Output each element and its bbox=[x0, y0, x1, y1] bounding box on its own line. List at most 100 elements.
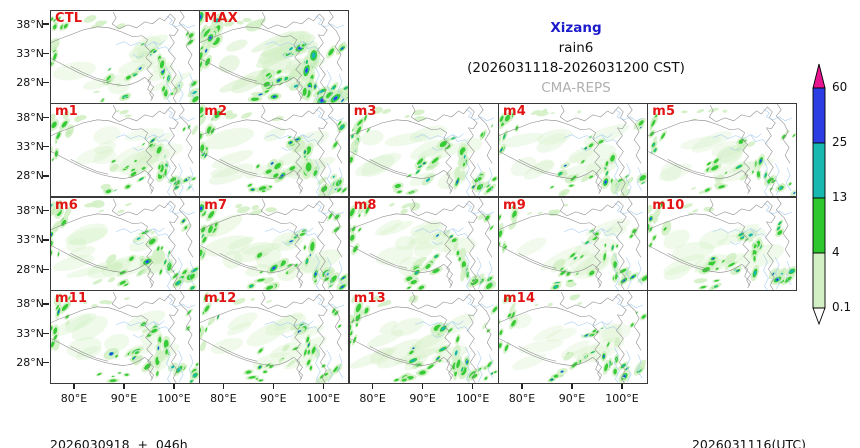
x-axis-label: 100°E bbox=[455, 391, 490, 405]
map-panel: m3 bbox=[348, 103, 499, 198]
panel-label: m13 bbox=[353, 291, 386, 306]
y-axis-tick bbox=[43, 209, 49, 212]
colorbar-segment-25-13 bbox=[812, 142, 826, 199]
panel-label: m5 bbox=[652, 104, 676, 120]
figure-title: Xizang rain6 (2026031118-2026031200 CST)… bbox=[430, 18, 722, 98]
map-panel: m13 bbox=[348, 290, 499, 384]
tibet-map bbox=[200, 197, 349, 290]
variable-title: rain6 bbox=[558, 40, 594, 56]
x-axis-label: 80°E bbox=[508, 391, 536, 405]
panel-label: MAX bbox=[204, 11, 238, 26]
valid-time-block: 2026031116(UTC) 2026031200(CST) bbox=[692, 410, 806, 448]
y-axis-tick bbox=[43, 332, 49, 335]
tibet-map bbox=[349, 291, 498, 383]
y-axis-label: 33°N bbox=[16, 46, 44, 60]
y-axis-tick bbox=[43, 175, 49, 177]
y-axis-tick bbox=[43, 268, 49, 270]
y-axis-label: 38°N bbox=[16, 110, 44, 124]
map-panel: MAX bbox=[199, 10, 350, 104]
y-axis-label: 28°N bbox=[16, 356, 44, 370]
tibet-map bbox=[499, 291, 647, 383]
x-axis-tick bbox=[471, 383, 474, 389]
colorbar-under-arrow bbox=[812, 307, 826, 326]
x-axis-label: 90°E bbox=[409, 391, 436, 405]
y-axis-tick bbox=[43, 239, 49, 241]
y-axis-label: 28°N bbox=[16, 262, 44, 276]
panel-label: m9 bbox=[503, 197, 526, 213]
panel-label: m1 bbox=[55, 104, 78, 120]
y-axis-tick bbox=[43, 361, 49, 364]
panel-label: m3 bbox=[353, 104, 377, 120]
model-name: CMA-REPS bbox=[541, 80, 611, 96]
panel-label: m7 bbox=[204, 197, 228, 213]
colorbar-tick-60: 60 bbox=[832, 80, 848, 94]
x-axis-tick bbox=[621, 383, 623, 389]
map-panel: m10 bbox=[647, 196, 798, 291]
map-panel: m7 bbox=[199, 196, 350, 291]
panel-label: m12 bbox=[204, 291, 237, 306]
x-axis-label: 80°E bbox=[210, 391, 237, 405]
x-axis-tick bbox=[322, 383, 325, 389]
panel-label: m4 bbox=[503, 104, 526, 120]
panel-label: m10 bbox=[652, 197, 685, 213]
map-panel: m5 bbox=[647, 103, 798, 198]
colorbar-tick-13: 13 bbox=[832, 190, 848, 204]
x-axis-tick bbox=[123, 383, 125, 389]
x-axis-label: 80°E bbox=[60, 391, 88, 405]
x-axis-tick bbox=[173, 383, 175, 389]
x-axis-label: 90°E bbox=[110, 391, 138, 405]
map-panel: m11 bbox=[50, 290, 200, 384]
y-axis-tick bbox=[43, 23, 49, 25]
panel-label: CTL bbox=[55, 11, 83, 26]
tibet-map bbox=[499, 197, 647, 290]
tibet-map bbox=[499, 104, 647, 197]
colorbar-segment-60-25 bbox=[812, 87, 826, 144]
tibet-map bbox=[51, 104, 198, 197]
x-axis-tick bbox=[272, 383, 275, 389]
y-axis-tick bbox=[43, 52, 49, 55]
x-axis-label: 100°E bbox=[306, 391, 341, 405]
colorbar-tick-4: 4 bbox=[832, 245, 840, 259]
map-panel: m9 bbox=[498, 196, 648, 291]
colorbar-segment-13-4 bbox=[812, 197, 826, 254]
y-axis-tick bbox=[43, 145, 49, 148]
init-time-block: 2026030918 + 046h 2026031002 + 046h bbox=[50, 410, 188, 448]
panel-label: m6 bbox=[55, 197, 78, 213]
x-axis-tick bbox=[521, 383, 523, 389]
y-axis-label: 33°N bbox=[16, 140, 44, 154]
y-axis-label: 28°N bbox=[16, 76, 44, 90]
colorbar bbox=[812, 63, 826, 326]
x-axis-label: 100°E bbox=[605, 391, 639, 405]
tibet-map bbox=[349, 104, 498, 197]
y-axis-label: 33°N bbox=[16, 233, 44, 247]
map-panel: m1 bbox=[50, 103, 200, 198]
tibet-map bbox=[51, 291, 199, 383]
y-axis-label: 33°N bbox=[16, 326, 44, 340]
x-axis-tick bbox=[371, 383, 374, 389]
colorbar-over-arrow bbox=[812, 63, 826, 89]
y-axis-label: 38°N bbox=[16, 17, 44, 31]
y-axis-label: 28°N bbox=[16, 169, 44, 183]
valid-time-utc: 2026031116(UTC) bbox=[691, 437, 806, 448]
tibet-map bbox=[200, 11, 349, 103]
x-axis-tick bbox=[571, 383, 573, 389]
x-axis-label: 90°E bbox=[558, 391, 586, 405]
valid-period: (2026031118-2026031200 CST) bbox=[467, 60, 685, 76]
tibet-map bbox=[648, 197, 797, 290]
tibet-map bbox=[200, 291, 345, 383]
tibet-map bbox=[648, 104, 797, 197]
y-axis-label: 38°N bbox=[16, 297, 44, 311]
map-panel: CTL bbox=[50, 10, 200, 104]
x-axis-label: 80°E bbox=[359, 391, 386, 405]
panel-label: m8 bbox=[353, 197, 377, 213]
panel-label: m2 bbox=[204, 104, 228, 120]
y-axis-tick bbox=[43, 81, 49, 84]
x-axis-tick bbox=[222, 383, 225, 389]
x-axis-label: 90°E bbox=[260, 391, 287, 405]
x-axis-tick bbox=[73, 383, 75, 389]
map-panel: m4 bbox=[498, 103, 648, 198]
tibet-map bbox=[349, 197, 496, 290]
y-axis-label: 38°N bbox=[16, 204, 44, 218]
tibet-map bbox=[51, 197, 199, 290]
